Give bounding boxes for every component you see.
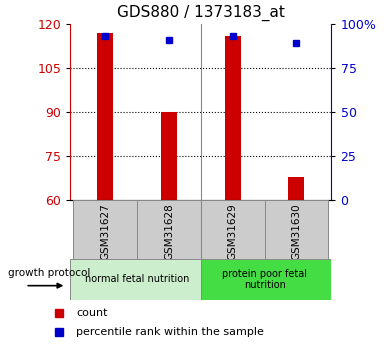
Text: GSM31627: GSM31627: [100, 203, 110, 260]
Text: GSM31630: GSM31630: [291, 203, 301, 260]
Bar: [264, 200, 328, 259]
Text: growth protocol: growth protocol: [8, 268, 90, 278]
Bar: [97, 33, 113, 200]
Text: normal fetal nutrition: normal fetal nutrition: [85, 275, 189, 284]
Text: GSM31629: GSM31629: [228, 203, 238, 260]
Bar: [137, 200, 201, 259]
Text: count: count: [76, 308, 108, 318]
Bar: [73, 200, 137, 259]
Bar: [70, 259, 201, 300]
Text: protein poor fetal
nutrition: protein poor fetal nutrition: [222, 269, 307, 290]
Text: percentile rank within the sample: percentile rank within the sample: [76, 327, 264, 337]
Bar: [225, 36, 241, 200]
Bar: [201, 259, 332, 300]
Text: GSM31628: GSM31628: [164, 203, 174, 260]
Bar: [201, 200, 264, 259]
Title: GDS880 / 1373183_at: GDS880 / 1373183_at: [117, 5, 285, 21]
Bar: [161, 112, 177, 200]
Bar: [289, 177, 305, 200]
